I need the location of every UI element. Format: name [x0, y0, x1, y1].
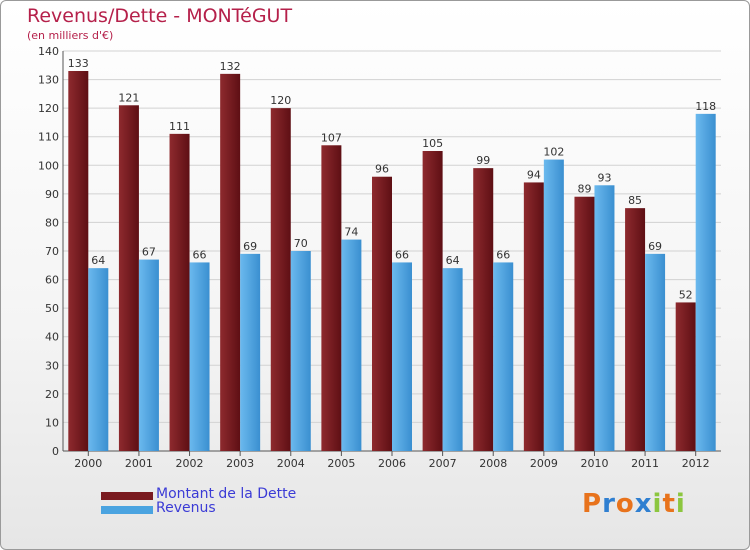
x-tick-label: 2007 — [429, 457, 457, 470]
bar-dette — [169, 133, 190, 451]
y-tick-label: 60 — [45, 274, 59, 287]
y-tick-label: 50 — [45, 302, 59, 315]
y-tick-label: 70 — [45, 245, 59, 258]
proxiti-logo: Proxiti — [582, 489, 686, 519]
bar-revenus — [290, 251, 311, 451]
y-tick-label: 90 — [45, 188, 59, 201]
logo-letter: o — [615, 489, 635, 519]
data-label: 69 — [648, 240, 662, 253]
data-label: 64 — [91, 254, 105, 267]
data-label: 52 — [679, 288, 693, 301]
data-label: 96 — [375, 163, 389, 176]
bar-dette — [625, 208, 646, 451]
data-label: 120 — [270, 94, 291, 107]
bar-revenus — [543, 159, 564, 452]
chart-subtitle: (en milliers d'€) — [27, 29, 114, 42]
data-label: 121 — [118, 91, 139, 104]
data-label: 66 — [395, 248, 409, 261]
bar-dette — [523, 182, 544, 451]
y-tick-label: 140 — [38, 45, 59, 58]
data-label: 66 — [193, 248, 207, 261]
y-tick-label: 40 — [45, 331, 59, 344]
data-label: 132 — [220, 60, 241, 73]
x-tick-label: 2005 — [327, 457, 355, 470]
y-tick-label: 80 — [45, 216, 59, 229]
y-tick-label: 100 — [38, 159, 59, 172]
x-tick-label: 2003 — [226, 457, 254, 470]
bar-dette — [574, 196, 595, 451]
bar-revenus — [442, 268, 463, 451]
data-label: 64 — [446, 254, 460, 267]
bar-dette — [321, 145, 342, 452]
x-tick-label: 2001 — [125, 457, 153, 470]
data-label: 133 — [68, 57, 89, 70]
x-tick-label: 2012 — [682, 457, 710, 470]
data-label: 69 — [243, 240, 257, 253]
y-tick-label: 120 — [38, 102, 59, 115]
data-label: 105 — [422, 137, 443, 150]
data-label: 107 — [321, 131, 342, 144]
data-label: 111 — [169, 120, 190, 133]
legend-swatch-revenus — [101, 506, 153, 514]
bar-revenus — [493, 262, 514, 451]
data-label: 94 — [527, 168, 541, 181]
data-label: 85 — [628, 194, 642, 207]
logo-letter: i — [675, 489, 686, 519]
data-label: 74 — [344, 226, 358, 239]
bar-revenus — [88, 268, 109, 451]
logo-letter: P — [582, 489, 603, 519]
legend-label-revenus: Revenus — [156, 500, 216, 516]
logo-letter: r — [602, 489, 616, 519]
x-tick-label: 2008 — [479, 457, 507, 470]
bar-revenus — [189, 262, 210, 451]
y-tick-label: 0 — [52, 445, 59, 458]
y-tick-label: 130 — [38, 74, 59, 87]
y-tick-label: 30 — [45, 359, 59, 372]
bar-revenus — [341, 239, 362, 451]
data-label: 99 — [476, 154, 490, 167]
y-tick-label: 110 — [38, 131, 59, 144]
data-label: 118 — [695, 100, 716, 113]
data-label: 102 — [543, 146, 564, 159]
x-tick-label: 2009 — [530, 457, 558, 470]
x-tick-label: 2011 — [631, 457, 659, 470]
logo-letter: t — [662, 489, 676, 519]
y-tick-label: 10 — [45, 416, 59, 429]
data-label: 93 — [597, 171, 611, 184]
x-tick-label: 2002 — [176, 457, 204, 470]
chart-title: Revenus/Dette - MONTéGUT — [27, 5, 293, 27]
x-tick-label: 2000 — [74, 457, 102, 470]
data-label: 89 — [577, 183, 591, 196]
bar-revenus — [138, 259, 159, 451]
legend-label-dette: Montant de la Dette — [156, 486, 297, 502]
data-label: 70 — [294, 237, 308, 250]
bar-dette — [118, 105, 139, 452]
bar-revenus — [392, 262, 412, 451]
data-label: 67 — [142, 246, 156, 259]
bar-dette — [422, 151, 443, 451]
bar-dette — [372, 176, 392, 451]
bar-dette — [68, 71, 89, 451]
bar-dette — [473, 168, 494, 451]
bar-dette — [675, 302, 696, 451]
y-tick-label: 20 — [45, 388, 59, 401]
bar-dette — [220, 73, 241, 451]
logo-letter: x — [634, 489, 653, 519]
logo-letter: i — [652, 489, 663, 519]
bar-revenus — [695, 113, 716, 451]
x-tick-label: 2010 — [580, 457, 608, 470]
bar-revenus — [645, 253, 666, 451]
bar-revenus — [240, 253, 261, 451]
legend-swatch-dette — [101, 492, 153, 500]
data-label: 66 — [496, 248, 510, 261]
bar-dette — [270, 108, 291, 452]
bar-revenus — [594, 185, 615, 452]
x-tick-label: 2006 — [378, 457, 406, 470]
x-tick-label: 2004 — [277, 457, 305, 470]
